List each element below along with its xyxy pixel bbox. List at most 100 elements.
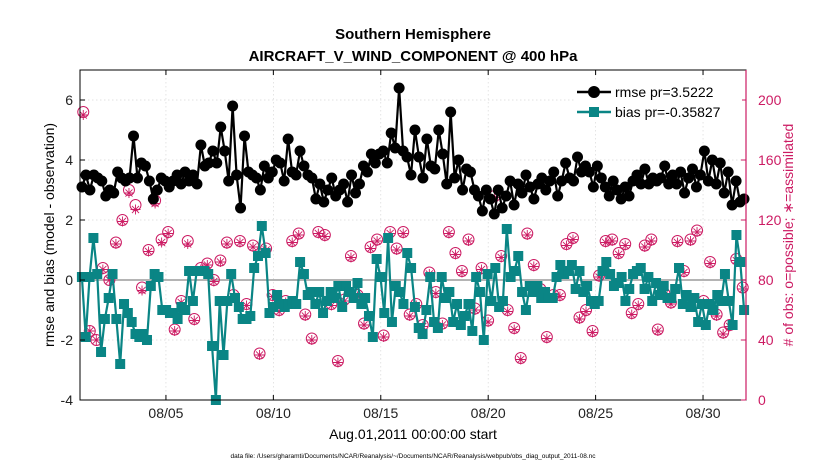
- rmse-point: [544, 175, 556, 187]
- bias-point: [429, 317, 440, 327]
- assimilated-point: [430, 288, 441, 299]
- rmse-point: [568, 175, 580, 187]
- bias-point: [406, 263, 417, 273]
- assimilated-point: [378, 332, 389, 342]
- x-axis-label: Aug.01,2011 00:00:00 start: [329, 426, 497, 442]
- assimilated-point: [189, 315, 200, 326]
- assimilated-point: [613, 249, 624, 260]
- assimilated-point: [404, 311, 415, 321]
- bias-point: [612, 278, 623, 288]
- rmse-point: [433, 124, 445, 136]
- rmse-point: [306, 172, 318, 184]
- rmse-point: [187, 169, 199, 181]
- bias-point: [467, 326, 478, 336]
- bias-point: [126, 317, 137, 327]
- rmse-point: [603, 190, 615, 202]
- bias-point: [444, 287, 455, 297]
- assimilated-point: [254, 350, 265, 360]
- bias-point: [291, 299, 302, 309]
- rmse-point: [441, 178, 453, 190]
- bias-point: [421, 305, 432, 315]
- assimilated-point: [84, 326, 95, 336]
- bias-point: [256, 221, 267, 231]
- rmse-point: [294, 145, 306, 157]
- assimilated-point: [561, 240, 572, 251]
- assimilated-point: [639, 242, 650, 252]
- bias-point: [222, 296, 233, 306]
- assimilated-point: [319, 231, 330, 242]
- bias-point: [260, 248, 271, 258]
- rmse-point: [583, 166, 595, 178]
- bias-point: [528, 287, 539, 297]
- bias-point: [402, 248, 413, 258]
- x-tick-label: 08/20: [471, 405, 506, 421]
- series-rmse: [76, 82, 750, 220]
- legend-bias-marker: [589, 107, 599, 117]
- legend-rmse-label: rmse pr=3.5222: [615, 84, 714, 100]
- rmse-point: [683, 172, 695, 184]
- bias-point: [582, 281, 593, 291]
- y-tick-label-right: 40: [758, 332, 774, 348]
- bias-point: [306, 287, 317, 297]
- bias-point: [463, 299, 474, 309]
- bias-point: [344, 287, 355, 297]
- rmse-point: [258, 160, 270, 172]
- bias-point: [639, 284, 650, 294]
- bias-point: [532, 281, 543, 291]
- assimilated-point: [652, 326, 663, 336]
- assimilated-point: [117, 216, 128, 227]
- rmse-point: [278, 175, 290, 187]
- bias-point: [509, 266, 520, 276]
- rmse-point: [572, 151, 584, 163]
- bias-point: [233, 302, 244, 312]
- assimilated-point: [143, 246, 154, 257]
- rmse-point: [445, 106, 457, 118]
- legend-box: [574, 80, 742, 122]
- bias-point: [314, 287, 325, 297]
- bias-point: [333, 281, 344, 291]
- bias-point: [264, 308, 275, 318]
- assimilated-point: [633, 300, 644, 311]
- rmse-point: [488, 208, 500, 220]
- x-tick-label: 08/10: [256, 405, 291, 421]
- rmse-point: [326, 172, 338, 184]
- rmse-point: [203, 157, 215, 169]
- rmse-point: [492, 184, 504, 196]
- bias-point: [425, 272, 436, 282]
- bias-point: [616, 272, 627, 282]
- rmse-point: [282, 133, 294, 145]
- assimilated-point: [705, 258, 716, 269]
- rmse-point: [675, 166, 687, 178]
- rmse-point: [361, 166, 373, 178]
- bias-point: [624, 284, 635, 294]
- bias-point: [517, 287, 528, 297]
- bias-point: [727, 320, 738, 330]
- assimilated-point: [509, 324, 520, 335]
- assimilated-point: [522, 230, 533, 240]
- bias-point: [249, 263, 260, 273]
- bias-point: [379, 308, 390, 318]
- bias-point: [566, 260, 577, 270]
- rmse-point: [686, 163, 698, 175]
- rmse-point: [124, 172, 136, 184]
- y-axis-label-left: rmse and bias (model - observation): [41, 123, 57, 347]
- rmse-point: [520, 169, 532, 181]
- rmse-point: [413, 151, 425, 163]
- rmse-point: [599, 181, 611, 193]
- bias-point: [459, 311, 470, 321]
- bias-point: [230, 293, 241, 303]
- assimilated-point: [470, 305, 481, 315]
- rmse-point: [405, 169, 417, 181]
- bias-point: [520, 305, 531, 315]
- bias-point: [111, 314, 122, 324]
- bias-point: [141, 335, 152, 345]
- assimilated-point: [450, 249, 461, 260]
- bias-point: [719, 269, 730, 279]
- bias-point: [536, 293, 547, 303]
- bias-point: [122, 308, 133, 318]
- bias-point: [597, 266, 608, 276]
- assimilated-point: [97, 264, 108, 275]
- bias-point: [321, 296, 332, 306]
- bias-point: [325, 287, 336, 297]
- bias-point: [635, 263, 646, 273]
